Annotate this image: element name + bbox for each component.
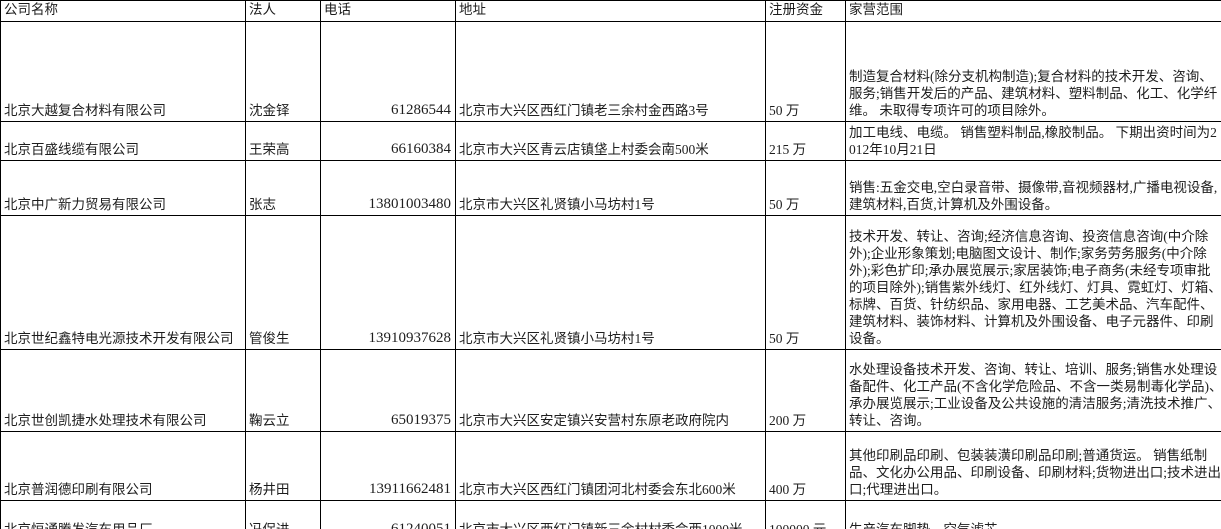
- address-cell: 北京市大兴区礼贤镇小马坊村1号: [455, 160, 766, 216]
- table-header-row: 公司名称 法人 电话 地址 注册资金 家营范围: [0, 0, 1221, 22]
- company-name-cell: 北京恒通腾发汽车用品厂: [0, 500, 246, 529]
- legal-rep-cell: 冯保进: [245, 500, 321, 529]
- scope-cell: 加工电线、电缆。 销售塑料制品,橡胶制品。 下期出资时间为2012年10月21日: [845, 121, 1221, 161]
- header-company: 公司名称: [0, 0, 246, 22]
- table-row: 北京世纪鑫特电光源技术开发有限公司 管俊生 13910937628 北京市大兴区…: [0, 215, 1221, 350]
- capital-cell: 400 万: [765, 431, 846, 501]
- address-cell: 北京市大兴区西红门镇老三余村金西路3号: [455, 21, 766, 122]
- company-name-cell: 北京普润德印刷有限公司: [0, 431, 246, 501]
- legal-rep-cell: 管俊生: [245, 215, 321, 350]
- legal-rep-cell: 沈金铎: [245, 21, 321, 122]
- phone-cell: 13911662481: [320, 431, 456, 501]
- capital-cell: 200 万: [765, 349, 846, 432]
- legal-rep-cell: 鞠云立: [245, 349, 321, 432]
- phone-cell: 61240051: [320, 500, 456, 529]
- legal-rep-cell: 张志: [245, 160, 321, 216]
- company-name-cell: 北京世纪鑫特电光源技术开发有限公司: [0, 215, 246, 350]
- header-phone: 电话: [320, 0, 456, 22]
- company-name-cell: 北京大越复合材料有限公司: [0, 21, 246, 122]
- address-cell: 北京市大兴区西红门镇新三余村村委会西1000米: [455, 500, 766, 529]
- company-name-cell: 北京中广新力贸易有限公司: [0, 160, 246, 216]
- capital-cell: 100000 元: [765, 500, 846, 529]
- scope-cell: 制造复合材料(除分支机构制造);复合材料的技术开发、咨询、服务;销售开发后的产品…: [845, 21, 1221, 122]
- address-cell: 北京市大兴区安定镇兴安营村东原老政府院内: [455, 349, 766, 432]
- address-cell: 北京市大兴区西红门镇团河北村委会东北600米: [455, 431, 766, 501]
- table-row: 北京普润德印刷有限公司 杨井田 13911662481 北京市大兴区西红门镇团河…: [0, 431, 1221, 501]
- table-row: 北京中广新力贸易有限公司 张志 13801003480 北京市大兴区礼贤镇小马坊…: [0, 160, 1221, 216]
- capital-cell: 50 万: [765, 21, 846, 122]
- table-row: 北京大越复合材料有限公司 沈金铎 61286544 北京市大兴区西红门镇老三余村…: [0, 21, 1221, 122]
- table-row: 北京恒通腾发汽车用品厂 冯保进 61240051 北京市大兴区西红门镇新三余村村…: [0, 500, 1221, 529]
- company-name-cell: 北京世创凯捷水处理技术有限公司: [0, 349, 246, 432]
- capital-cell: 215 万: [765, 121, 846, 161]
- phone-cell: 13910937628: [320, 215, 456, 350]
- address-cell: 北京市大兴区青云店镇垡上村委会南500米: [455, 121, 766, 161]
- phone-cell: 13801003480: [320, 160, 456, 216]
- table-row: 北京世创凯捷水处理技术有限公司 鞠云立 65019375 北京市大兴区安定镇兴安…: [0, 349, 1221, 432]
- legal-rep-cell: 王荣高: [245, 121, 321, 161]
- scope-cell: 生产汽车脚垫、空气滤芯: [845, 500, 1221, 529]
- company-name-cell: 北京百盛线缆有限公司: [0, 121, 246, 161]
- phone-cell: 66160384: [320, 121, 456, 161]
- capital-cell: 50 万: [765, 160, 846, 216]
- scope-cell: 技术开发、转让、咨询;经济信息咨询、投资信息咨询(中介除外);企业形象策划;电脑…: [845, 215, 1221, 350]
- scope-cell: 销售:五金交电,空白录音带、摄像带,音视频器材,广播电视设备,建筑材料,百货,计…: [845, 160, 1221, 216]
- header-scope: 家营范围: [845, 0, 1221, 22]
- legal-rep-cell: 杨井田: [245, 431, 321, 501]
- header-capital: 注册资金: [765, 0, 846, 22]
- header-address: 地址: [455, 0, 766, 22]
- address-cell: 北京市大兴区礼贤镇小马坊村1号: [455, 215, 766, 350]
- phone-cell: 61286544: [320, 21, 456, 122]
- phone-cell: 65019375: [320, 349, 456, 432]
- table-row: 北京百盛线缆有限公司 王荣高 66160384 北京市大兴区青云店镇垡上村委会南…: [0, 121, 1221, 161]
- header-legal-rep: 法人: [245, 0, 321, 22]
- scope-cell: 水处理设备技术开发、咨询、转让、培训、服务;销售水处理设备配件、化工产品(不含化…: [845, 349, 1221, 432]
- capital-cell: 50 万: [765, 215, 846, 350]
- scope-cell: 其他印刷品印刷、包装装潢印刷品印刷;普通货运。 销售纸制品、文化办公用品、印刷设…: [845, 431, 1221, 501]
